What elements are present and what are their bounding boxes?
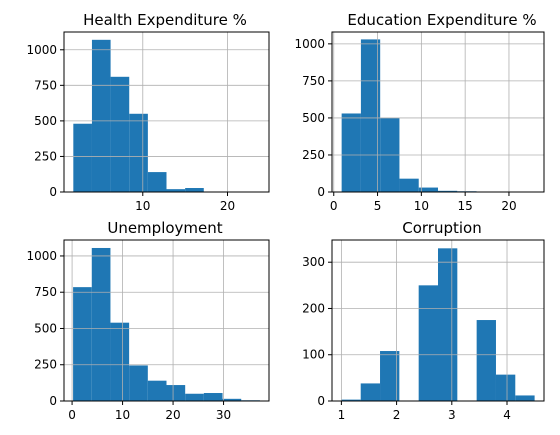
y-tick-label: 250 bbox=[302, 148, 325, 162]
x-tick-label: 3 bbox=[448, 408, 456, 422]
histogram-bar bbox=[399, 178, 419, 192]
y-tick-label: 500 bbox=[34, 114, 57, 128]
x-tick-label: 20 bbox=[165, 408, 180, 422]
subplot-education-expenditure: Education Expenditure % 0 250 500 750 1000 0 5… bbox=[294, 11, 545, 213]
y-tick-label: 0 bbox=[49, 394, 57, 408]
histogram-bar bbox=[515, 395, 535, 401]
x-tick-label: 10 bbox=[115, 408, 130, 422]
histogram-bar bbox=[147, 380, 167, 401]
subplot-health-expenditure: Health Expenditure % 0 250 500 750 1000 10 20 bbox=[26, 11, 270, 213]
histogram-bar bbox=[110, 322, 130, 401]
histogram-bar bbox=[438, 190, 458, 192]
histogram-bar bbox=[129, 113, 148, 192]
subplot-title: Education Expenditure % bbox=[347, 11, 536, 29]
histogram-bar bbox=[185, 188, 204, 192]
histogram-bar bbox=[418, 187, 438, 192]
histogram-bar bbox=[73, 287, 92, 401]
x-tick-label: 5 bbox=[374, 199, 382, 213]
subplot-corruption: Corruption 0 100 200 300 1 2 3 4 bbox=[302, 219, 545, 422]
histogram-bar bbox=[418, 285, 438, 401]
subplot-title: Corruption bbox=[402, 219, 481, 237]
histogram-bar bbox=[203, 393, 223, 401]
axes-frame bbox=[331, 31, 545, 193]
histogram-bar bbox=[495, 374, 516, 401]
subplot-title: Unemployment bbox=[107, 219, 222, 237]
y-tick-label: 1000 bbox=[26, 249, 57, 263]
y-tick-label: 100 bbox=[302, 348, 325, 362]
y-tick-label: 750 bbox=[302, 74, 325, 88]
histogram-bar bbox=[222, 398, 242, 401]
histogram-bar bbox=[185, 393, 204, 401]
x-tick-label: 15 bbox=[458, 199, 473, 213]
axes-frame bbox=[331, 239, 545, 402]
axes-frame bbox=[63, 31, 270, 193]
y-tick-label: 300 bbox=[302, 255, 325, 269]
x-tick-label: 4 bbox=[503, 408, 511, 422]
histogram-bar bbox=[380, 351, 400, 401]
y-tick-label: 200 bbox=[302, 301, 325, 315]
histogram-bar bbox=[360, 383, 381, 401]
histogram-bar bbox=[360, 39, 381, 192]
histogram-bar bbox=[476, 320, 496, 401]
histogram-bar bbox=[110, 76, 130, 192]
y-tick-label: 0 bbox=[317, 185, 325, 199]
y-tick-label: 0 bbox=[317, 394, 325, 408]
histogram-bar bbox=[166, 385, 186, 401]
y-tick-label: 750 bbox=[34, 78, 57, 92]
histogram-bar bbox=[438, 248, 458, 401]
subplot-title: Health Expenditure % bbox=[83, 11, 247, 29]
histogram-bar bbox=[341, 113, 361, 192]
y-tick-label: 500 bbox=[34, 321, 57, 335]
x-tick-label: 10 bbox=[414, 199, 429, 213]
x-tick-label: 30 bbox=[216, 408, 231, 422]
y-tick-label: 250 bbox=[34, 149, 57, 163]
x-tick-label: 1 bbox=[338, 408, 346, 422]
histogram-bar bbox=[73, 123, 92, 192]
histogram-bar bbox=[91, 247, 111, 401]
x-tick-label: 0 bbox=[330, 199, 338, 213]
y-tick-label: 1000 bbox=[26, 43, 57, 57]
y-tick-label: 1000 bbox=[294, 37, 325, 51]
histogram-bar bbox=[341, 399, 361, 401]
x-tick-label: 0 bbox=[68, 408, 76, 422]
x-tick-label: 2 bbox=[393, 408, 401, 422]
histogram-bar bbox=[147, 172, 167, 192]
subplot-unemployment: Unemployment 0 250 500 750 1000 0 10 20 30 bbox=[26, 219, 270, 422]
x-tick-label: 20 bbox=[501, 199, 516, 213]
x-tick-label: 10 bbox=[135, 199, 150, 213]
y-tick-label: 500 bbox=[302, 111, 325, 125]
axes-frame bbox=[63, 239, 270, 402]
histogram-bar bbox=[166, 189, 186, 192]
y-tick-label: 250 bbox=[34, 358, 57, 372]
histogram-bar bbox=[129, 365, 148, 401]
y-tick-label: 750 bbox=[34, 285, 57, 299]
x-tick-label: 20 bbox=[220, 199, 235, 213]
y-tick-label: 0 bbox=[49, 185, 57, 199]
histogram-bar bbox=[91, 39, 111, 192]
